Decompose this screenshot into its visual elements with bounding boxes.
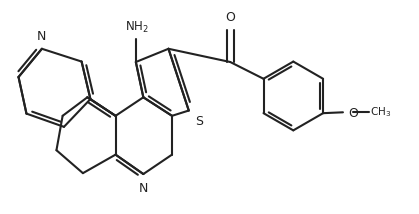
Text: N: N (36, 30, 46, 43)
Text: CH$_3$: CH$_3$ (370, 105, 391, 119)
Text: S: S (195, 115, 203, 128)
Text: N: N (139, 181, 148, 195)
Text: O: O (348, 107, 358, 120)
Text: NH$_2$: NH$_2$ (125, 19, 149, 35)
Text: O: O (225, 11, 235, 24)
